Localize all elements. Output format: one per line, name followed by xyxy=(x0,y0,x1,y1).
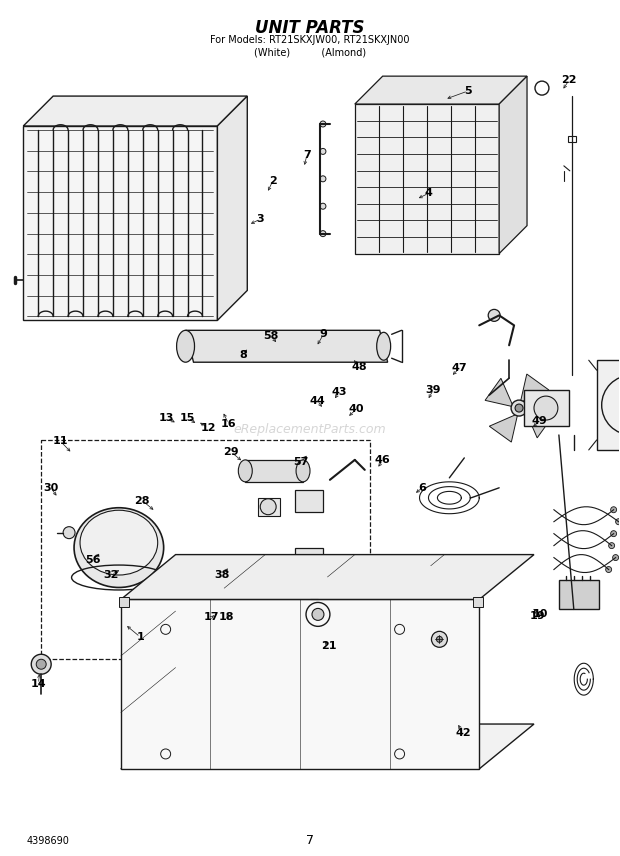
Circle shape xyxy=(488,309,500,321)
Bar xyxy=(524,390,569,426)
Text: 40: 40 xyxy=(348,404,364,414)
Text: eReplacementParts.com: eReplacementParts.com xyxy=(234,424,386,437)
Circle shape xyxy=(606,567,612,573)
Bar xyxy=(559,580,599,609)
Text: UNIT PARTS: UNIT PARTS xyxy=(255,20,365,38)
Text: 11: 11 xyxy=(52,436,68,446)
Polygon shape xyxy=(519,408,553,438)
Text: 6: 6 xyxy=(418,483,427,493)
Ellipse shape xyxy=(177,330,195,362)
Ellipse shape xyxy=(80,510,157,575)
Circle shape xyxy=(320,203,326,209)
Text: 17: 17 xyxy=(203,612,219,622)
Polygon shape xyxy=(355,104,499,253)
Circle shape xyxy=(320,175,326,181)
Circle shape xyxy=(320,230,326,236)
Text: 43: 43 xyxy=(331,387,347,397)
Text: 2: 2 xyxy=(269,175,277,186)
Bar xyxy=(596,360,620,450)
Polygon shape xyxy=(218,96,247,320)
Bar xyxy=(119,597,129,608)
Polygon shape xyxy=(355,76,527,104)
Text: 16: 16 xyxy=(221,419,236,429)
Text: For Models: RT21SKXJW00, RT21SKXJN00: For Models: RT21SKXJW00, RT21SKXJN00 xyxy=(210,35,410,45)
Text: 10: 10 xyxy=(533,609,548,619)
Polygon shape xyxy=(489,408,519,442)
Text: 14: 14 xyxy=(30,679,46,689)
Polygon shape xyxy=(24,96,247,126)
Circle shape xyxy=(260,499,276,514)
Text: 19: 19 xyxy=(529,610,545,621)
Bar xyxy=(41,440,370,659)
Ellipse shape xyxy=(238,460,252,482)
Text: 46: 46 xyxy=(375,455,391,466)
Text: 4: 4 xyxy=(425,188,432,199)
Text: 30: 30 xyxy=(43,483,58,493)
Circle shape xyxy=(611,531,617,537)
Text: 44: 44 xyxy=(309,395,326,406)
Circle shape xyxy=(515,404,523,412)
Circle shape xyxy=(31,654,51,675)
Circle shape xyxy=(534,396,558,420)
Circle shape xyxy=(436,636,443,642)
Text: 47: 47 xyxy=(451,363,467,373)
Polygon shape xyxy=(519,374,549,408)
Ellipse shape xyxy=(296,460,310,482)
Circle shape xyxy=(36,659,46,669)
Text: 42: 42 xyxy=(455,728,471,739)
Text: 38: 38 xyxy=(215,570,230,580)
Circle shape xyxy=(616,519,620,525)
Text: 29: 29 xyxy=(223,447,239,457)
Text: 9: 9 xyxy=(320,330,327,339)
Circle shape xyxy=(611,507,617,513)
Circle shape xyxy=(511,400,527,416)
Bar xyxy=(295,490,323,512)
Bar xyxy=(259,498,280,515)
Circle shape xyxy=(609,543,614,549)
Text: 4398690: 4398690 xyxy=(26,835,69,846)
Text: 1: 1 xyxy=(136,632,144,642)
Text: 15: 15 xyxy=(180,413,195,423)
Text: (White)          (Almond): (White) (Almond) xyxy=(254,47,366,57)
Text: 57: 57 xyxy=(293,457,308,467)
Bar xyxy=(473,597,483,608)
Polygon shape xyxy=(121,724,534,769)
Bar xyxy=(198,580,226,597)
Circle shape xyxy=(63,526,75,538)
Polygon shape xyxy=(485,378,519,408)
Bar xyxy=(568,136,576,142)
Polygon shape xyxy=(185,330,388,362)
Ellipse shape xyxy=(74,508,164,587)
Text: 18: 18 xyxy=(219,612,234,622)
Circle shape xyxy=(312,609,324,621)
Circle shape xyxy=(320,148,326,154)
Text: 28: 28 xyxy=(135,496,150,506)
Text: 39: 39 xyxy=(426,384,441,395)
Text: 21: 21 xyxy=(321,640,336,651)
Polygon shape xyxy=(24,126,218,320)
Polygon shape xyxy=(121,555,534,599)
Text: 7: 7 xyxy=(303,150,311,160)
Text: 49: 49 xyxy=(532,416,547,426)
Bar xyxy=(295,548,323,568)
Text: 32: 32 xyxy=(104,570,119,580)
Text: 58: 58 xyxy=(264,331,279,341)
Text: 5: 5 xyxy=(464,86,472,96)
Ellipse shape xyxy=(377,332,391,360)
Polygon shape xyxy=(121,599,479,769)
Circle shape xyxy=(613,555,619,561)
Text: 8: 8 xyxy=(239,350,247,360)
Bar xyxy=(198,555,226,574)
Text: 48: 48 xyxy=(352,361,367,372)
Text: 12: 12 xyxy=(200,423,216,433)
Text: 3: 3 xyxy=(257,214,265,224)
Text: 56: 56 xyxy=(85,556,100,565)
Text: 22: 22 xyxy=(562,74,577,85)
Text: 13: 13 xyxy=(159,413,174,423)
Polygon shape xyxy=(499,76,527,253)
Text: 7: 7 xyxy=(306,834,314,847)
Bar xyxy=(246,460,303,482)
Circle shape xyxy=(432,632,448,647)
Circle shape xyxy=(320,121,326,127)
